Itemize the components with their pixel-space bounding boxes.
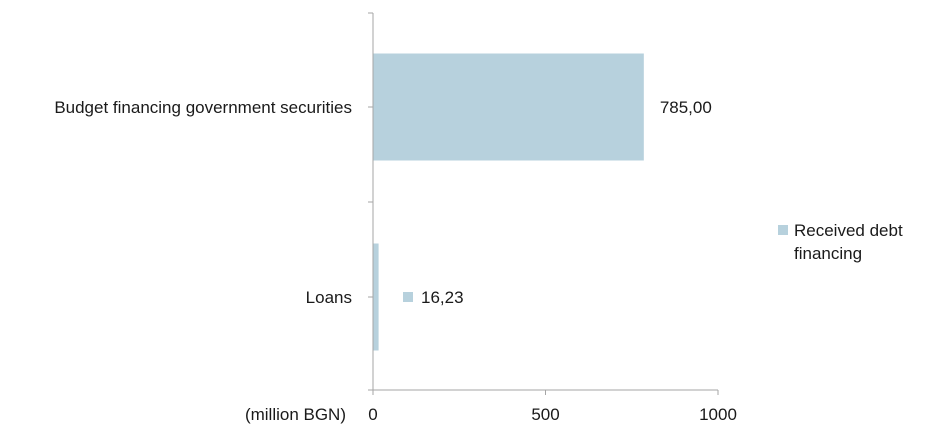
x-tick-label: 1000 (699, 405, 737, 424)
value-label: 16,23 (421, 288, 464, 307)
x-axis-label: (million BGN) (245, 405, 346, 424)
x-tick-label: 500 (531, 405, 559, 424)
legend-swatch (778, 225, 788, 235)
value-labels: 785,00 16,23 (403, 98, 712, 307)
value-label-key (403, 292, 413, 302)
category-label: Budget financing government securities (54, 98, 352, 117)
bar (373, 243, 379, 351)
legend: Received debt financing (778, 219, 924, 265)
category-label: Loans (306, 288, 352, 307)
x-axis-ticks: 0 500 1000 (368, 390, 737, 424)
y-axis-ticks (368, 12, 373, 391)
legend-label: Received debt financing (794, 221, 903, 263)
bars-group (373, 53, 644, 351)
value-label: 785,00 (660, 98, 712, 117)
category-labels: Budget financing government securities Lo… (54, 98, 352, 307)
x-tick-label: 0 (368, 405, 377, 424)
bar (373, 53, 644, 161)
